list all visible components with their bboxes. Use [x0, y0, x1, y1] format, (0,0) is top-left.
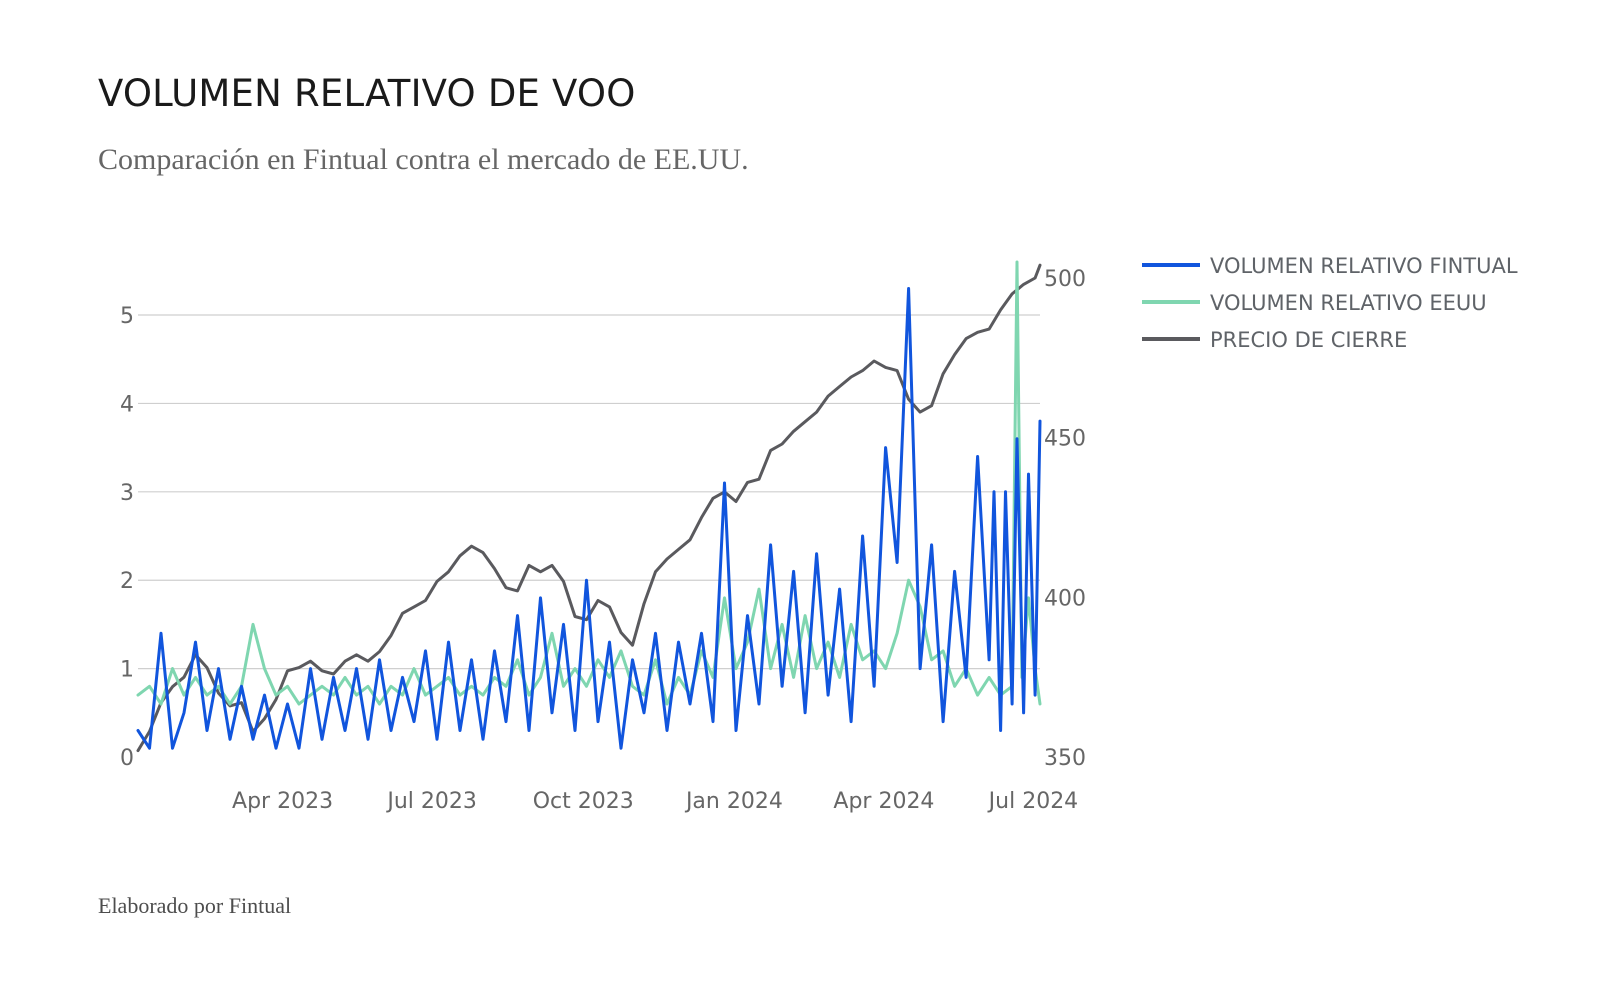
x-tick-label: Apr 2024: [833, 789, 934, 814]
y-right-tick-label: 500: [1044, 267, 1086, 292]
legend-label: PRECIO DE CIERRE: [1210, 328, 1407, 352]
x-tick-label: Apr 2023: [232, 789, 333, 814]
x-tick-label: Oct 2023: [533, 789, 634, 814]
y-left-tick-label: 4: [120, 392, 134, 417]
legend: VOLUMEN RELATIVO FINTUAL VOLUMEN RELATIVO…: [1142, 254, 1518, 352]
y-right-tick-label: 400: [1044, 586, 1086, 611]
y-left-tick-label: 0: [120, 746, 134, 771]
y-left-tick-label: 2: [120, 569, 134, 594]
y-left-tick-label: 1: [120, 658, 134, 683]
x-axis: Apr 2023 Jul 2023 Oct 2023 Jan 2024 Apr 2024…: [232, 789, 1078, 814]
series-line-precio-de-cierre: [136, 263, 1042, 753]
y-axis-left: 0 1 2 3 4 5: [120, 304, 134, 771]
series-line-volumen-relativo-eeuu: [136, 260, 1042, 706]
x-tick-label: Jul 2024: [987, 789, 1079, 814]
y-right-tick-label: 350: [1044, 746, 1086, 771]
y-left-tick-label: 3: [120, 481, 134, 506]
legend-label: VOLUMEN RELATIVO EEUU: [1210, 291, 1487, 315]
series-lines: [136, 260, 1042, 753]
y-left-tick-label: 5: [120, 304, 134, 329]
y-right-tick-label: 450: [1044, 427, 1086, 452]
y-axis-right: 350 400 450 500: [1044, 267, 1086, 771]
footer-credit: Elaborado por Fintual: [98, 893, 292, 918]
chart-title: VOLUMEN RELATIVO DE VOO: [98, 72, 636, 115]
chart-subtitle: Comparación en Fintual contra el mercado…: [98, 143, 749, 176]
series-line-volumen-relativo-fintual: [136, 287, 1042, 750]
legend-label: VOLUMEN RELATIVO FINTUAL: [1210, 254, 1518, 278]
x-tick-label: Jan 2024: [684, 789, 783, 814]
x-tick-label: Jul 2023: [385, 789, 477, 814]
